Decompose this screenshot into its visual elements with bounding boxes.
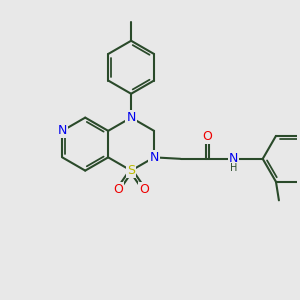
Text: N: N [149,151,159,164]
Text: N: N [229,152,238,165]
Text: N: N [126,111,136,124]
Text: S: S [127,164,135,177]
Text: O: O [113,183,123,196]
Text: O: O [140,183,149,196]
Text: O: O [202,130,212,143]
Text: H: H [230,163,237,173]
Text: N: N [58,124,67,137]
